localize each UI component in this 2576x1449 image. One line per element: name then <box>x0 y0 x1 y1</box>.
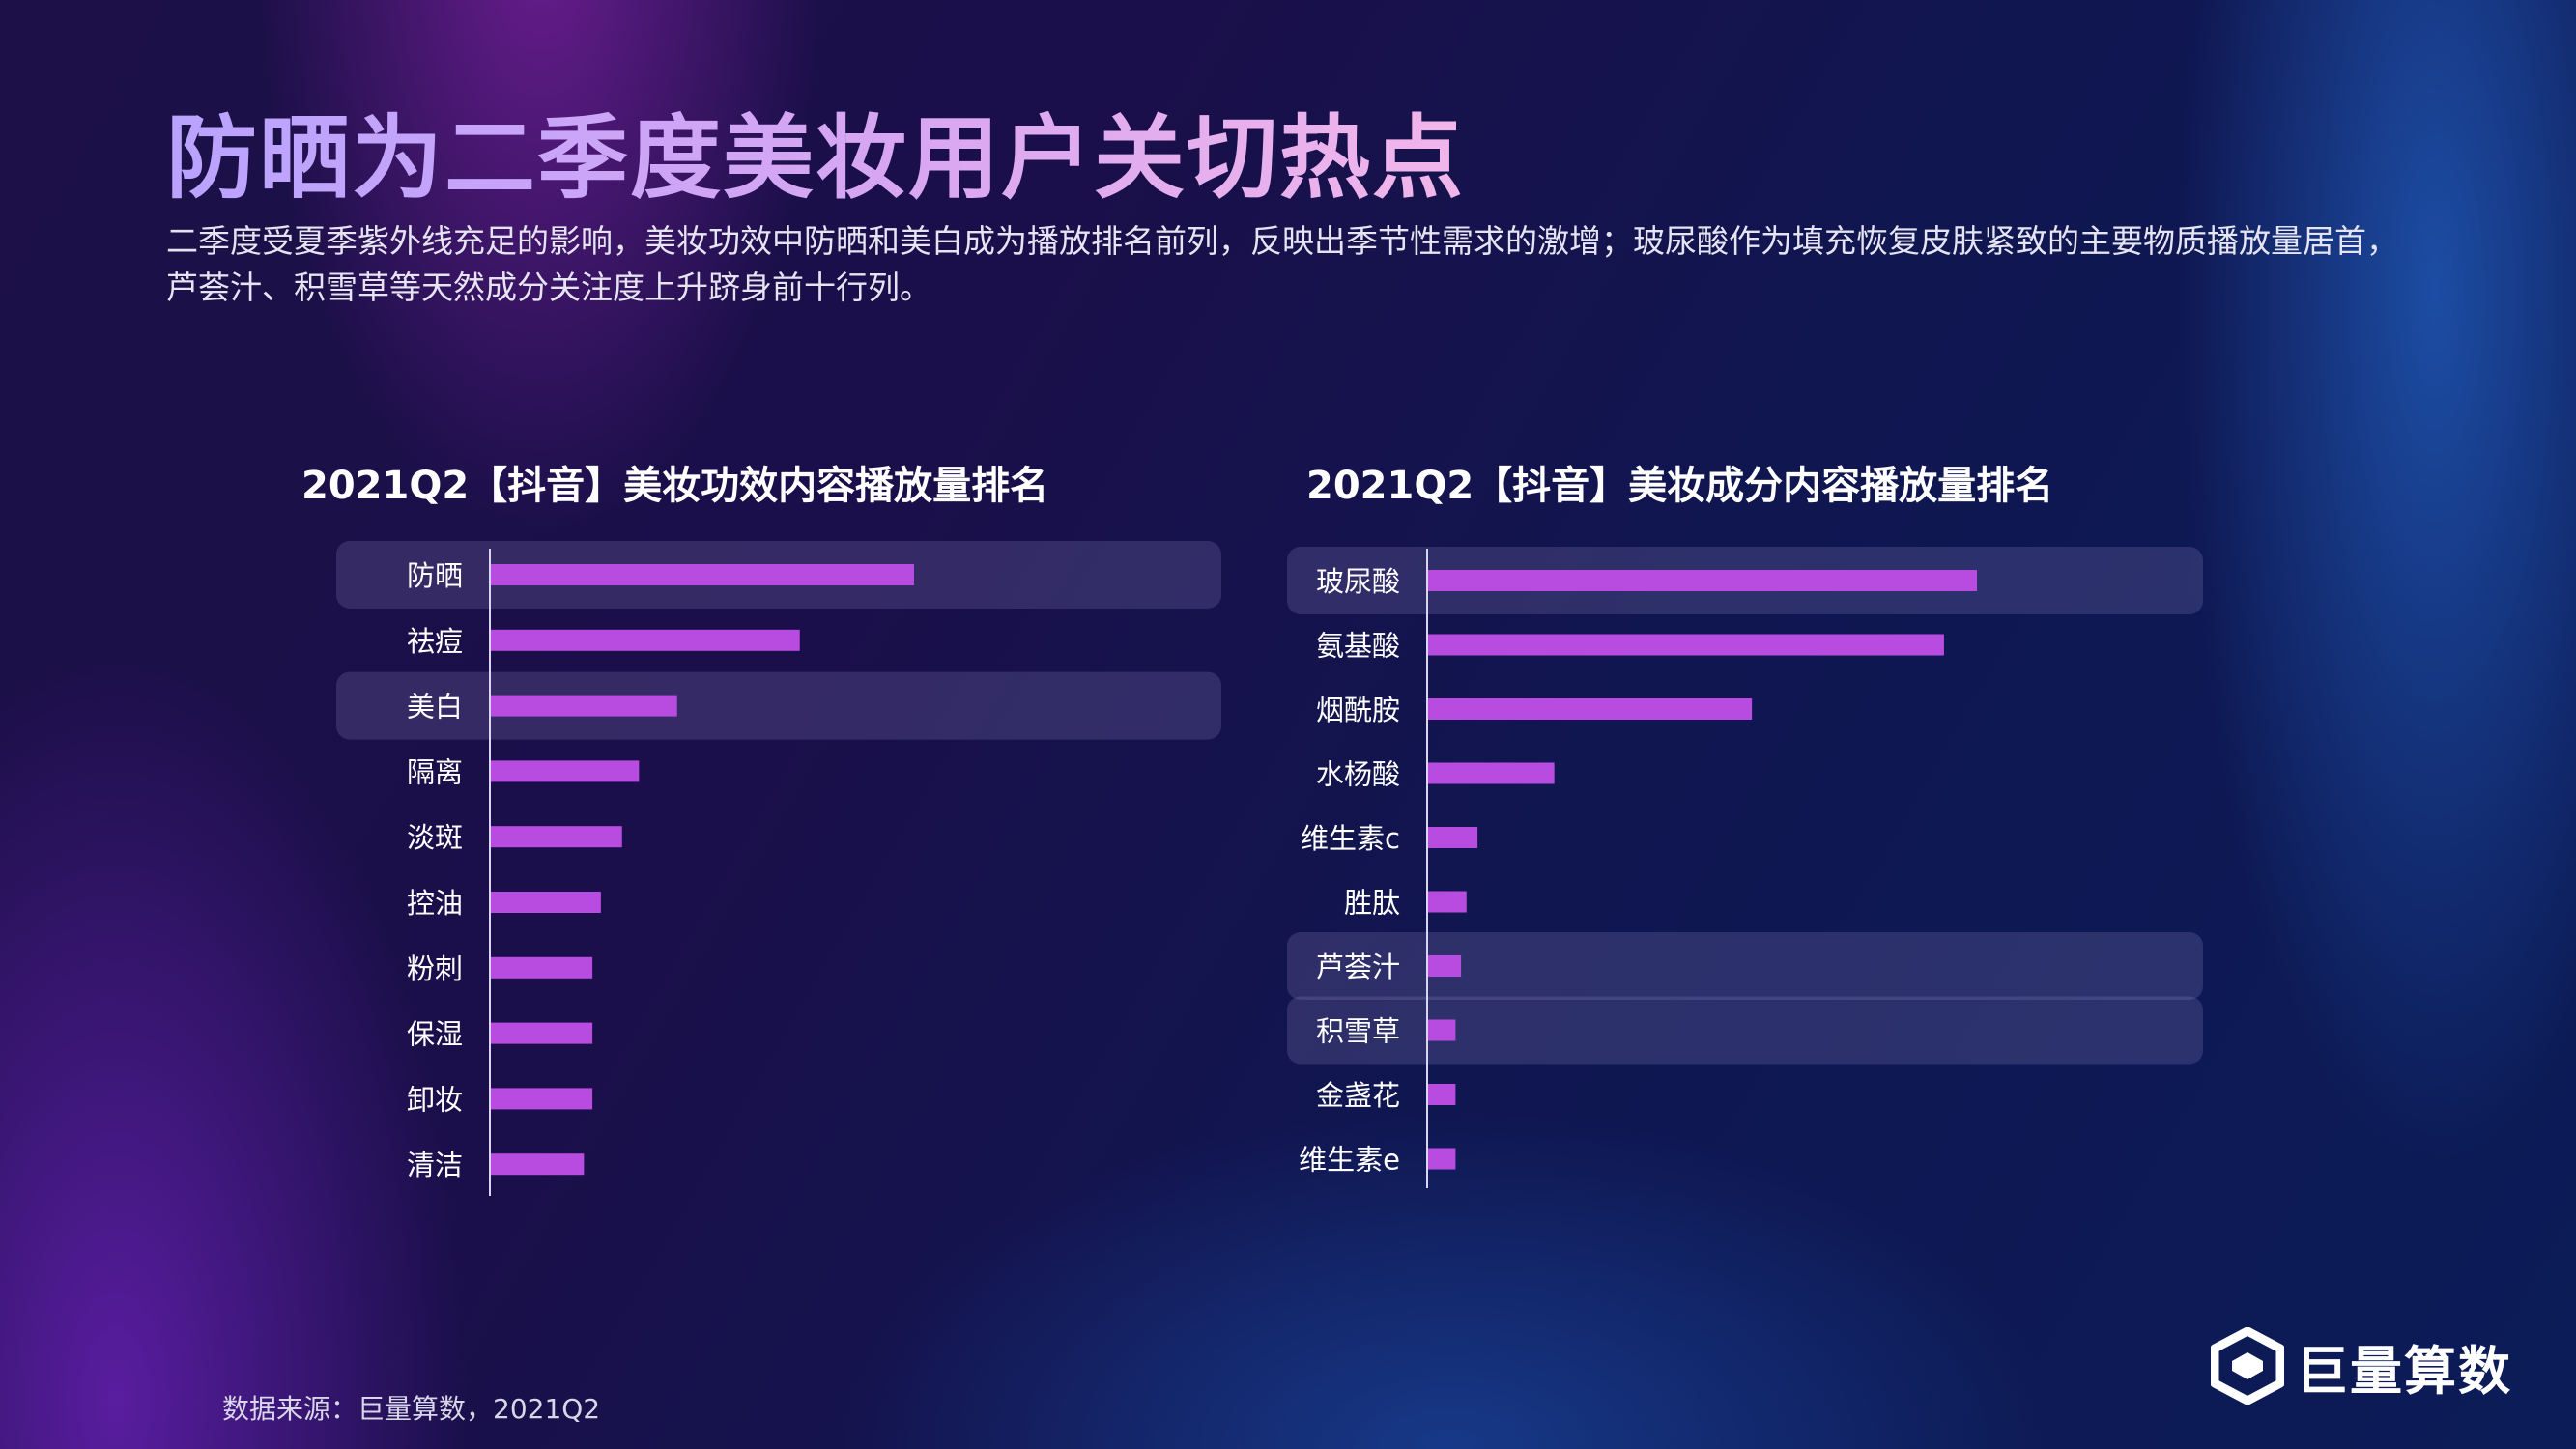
page-title: 防晒为二季度美妆用户关切热点 <box>166 85 1465 216</box>
brand-logo: 巨量算数 <box>2211 1325 2512 1406</box>
juliang-logo-icon <box>2211 1327 2284 1405</box>
bar-ingredient-2 <box>1428 698 1753 720</box>
bar-ingredient-5 <box>1428 891 1467 913</box>
bar-efficacy-8 <box>491 1088 593 1110</box>
highlight-row-ingredient-7 <box>1287 996 2203 1065</box>
category-label-efficacy-8: 卸妆 <box>407 1083 463 1116</box>
category-label-ingredient-5: 胜肽 <box>1344 887 1400 920</box>
bar-efficacy-1 <box>491 629 800 651</box>
category-label-efficacy-3: 隔离 <box>407 755 463 788</box>
bar-ingredient-4 <box>1428 827 1478 848</box>
chart-title-efficacy: 2021Q2【抖音】美妆功效内容播放量排名 <box>301 464 1049 508</box>
bar-efficacy-9 <box>491 1153 585 1176</box>
bar-ingredient-3 <box>1428 762 1555 784</box>
category-label-efficacy-0: 防晒 <box>407 559 463 592</box>
bar-ingredient-1 <box>1428 634 1944 656</box>
logo-text: 巨量算数 <box>2296 1340 2512 1402</box>
category-label-ingredient-6: 芦荟汁 <box>1316 951 1400 983</box>
bar-efficacy-6 <box>491 956 593 979</box>
category-label-efficacy-2: 美白 <box>407 691 463 724</box>
category-label-efficacy-7: 保湿 <box>407 1018 463 1051</box>
category-label-efficacy-4: 淡斑 <box>407 821 463 854</box>
category-label-ingredient-2: 烟酰胺 <box>1316 694 1400 726</box>
category-label-ingredient-3: 水杨酸 <box>1316 758 1400 791</box>
bar-efficacy-5 <box>491 892 601 913</box>
bar-efficacy-3 <box>491 760 640 782</box>
highlight-row-efficacy-2 <box>336 671 1221 740</box>
category-label-ingredient-1: 氨基酸 <box>1316 630 1400 663</box>
category-label-ingredient-9: 维生素e <box>1299 1144 1400 1177</box>
category-label-ingredient-0: 玻尿酸 <box>1316 565 1400 598</box>
bar-efficacy-2 <box>491 695 677 717</box>
category-label-ingredient-4: 维生素c <box>1301 822 1400 855</box>
category-label-efficacy-1: 祛痘 <box>407 625 463 658</box>
bar-ingredient-0 <box>1428 570 1977 591</box>
data-source-note: 数据来源：巨量算数，2021Q2 <box>222 1393 601 1425</box>
bar-efficacy-4 <box>491 826 622 848</box>
bar-ingredient-6 <box>1428 955 1462 977</box>
category-label-efficacy-9: 清洁 <box>407 1149 463 1181</box>
bar-ingredient-9 <box>1428 1148 1456 1170</box>
bar-efficacy-0 <box>491 564 914 585</box>
page-description: 二季度受夏季紫外线充足的影响，美妆功效中防晒和美白成为播放排名前列，反映出季节性… <box>166 222 2398 306</box>
bar-ingredient-8 <box>1428 1084 1456 1105</box>
category-label-efficacy-5: 控油 <box>407 887 463 920</box>
category-label-efficacy-6: 粉刺 <box>407 952 463 985</box>
highlight-row-ingredient-6 <box>1287 932 2203 1000</box>
category-label-ingredient-7: 积雪草 <box>1316 1015 1400 1048</box>
chart-title-ingredient: 2021Q2【抖音】美妆成分内容播放量排名 <box>1306 464 2054 508</box>
bar-efficacy-7 <box>491 1022 593 1044</box>
category-label-ingredient-8: 金盏花 <box>1316 1079 1400 1112</box>
bar-ingredient-7 <box>1428 1019 1456 1041</box>
